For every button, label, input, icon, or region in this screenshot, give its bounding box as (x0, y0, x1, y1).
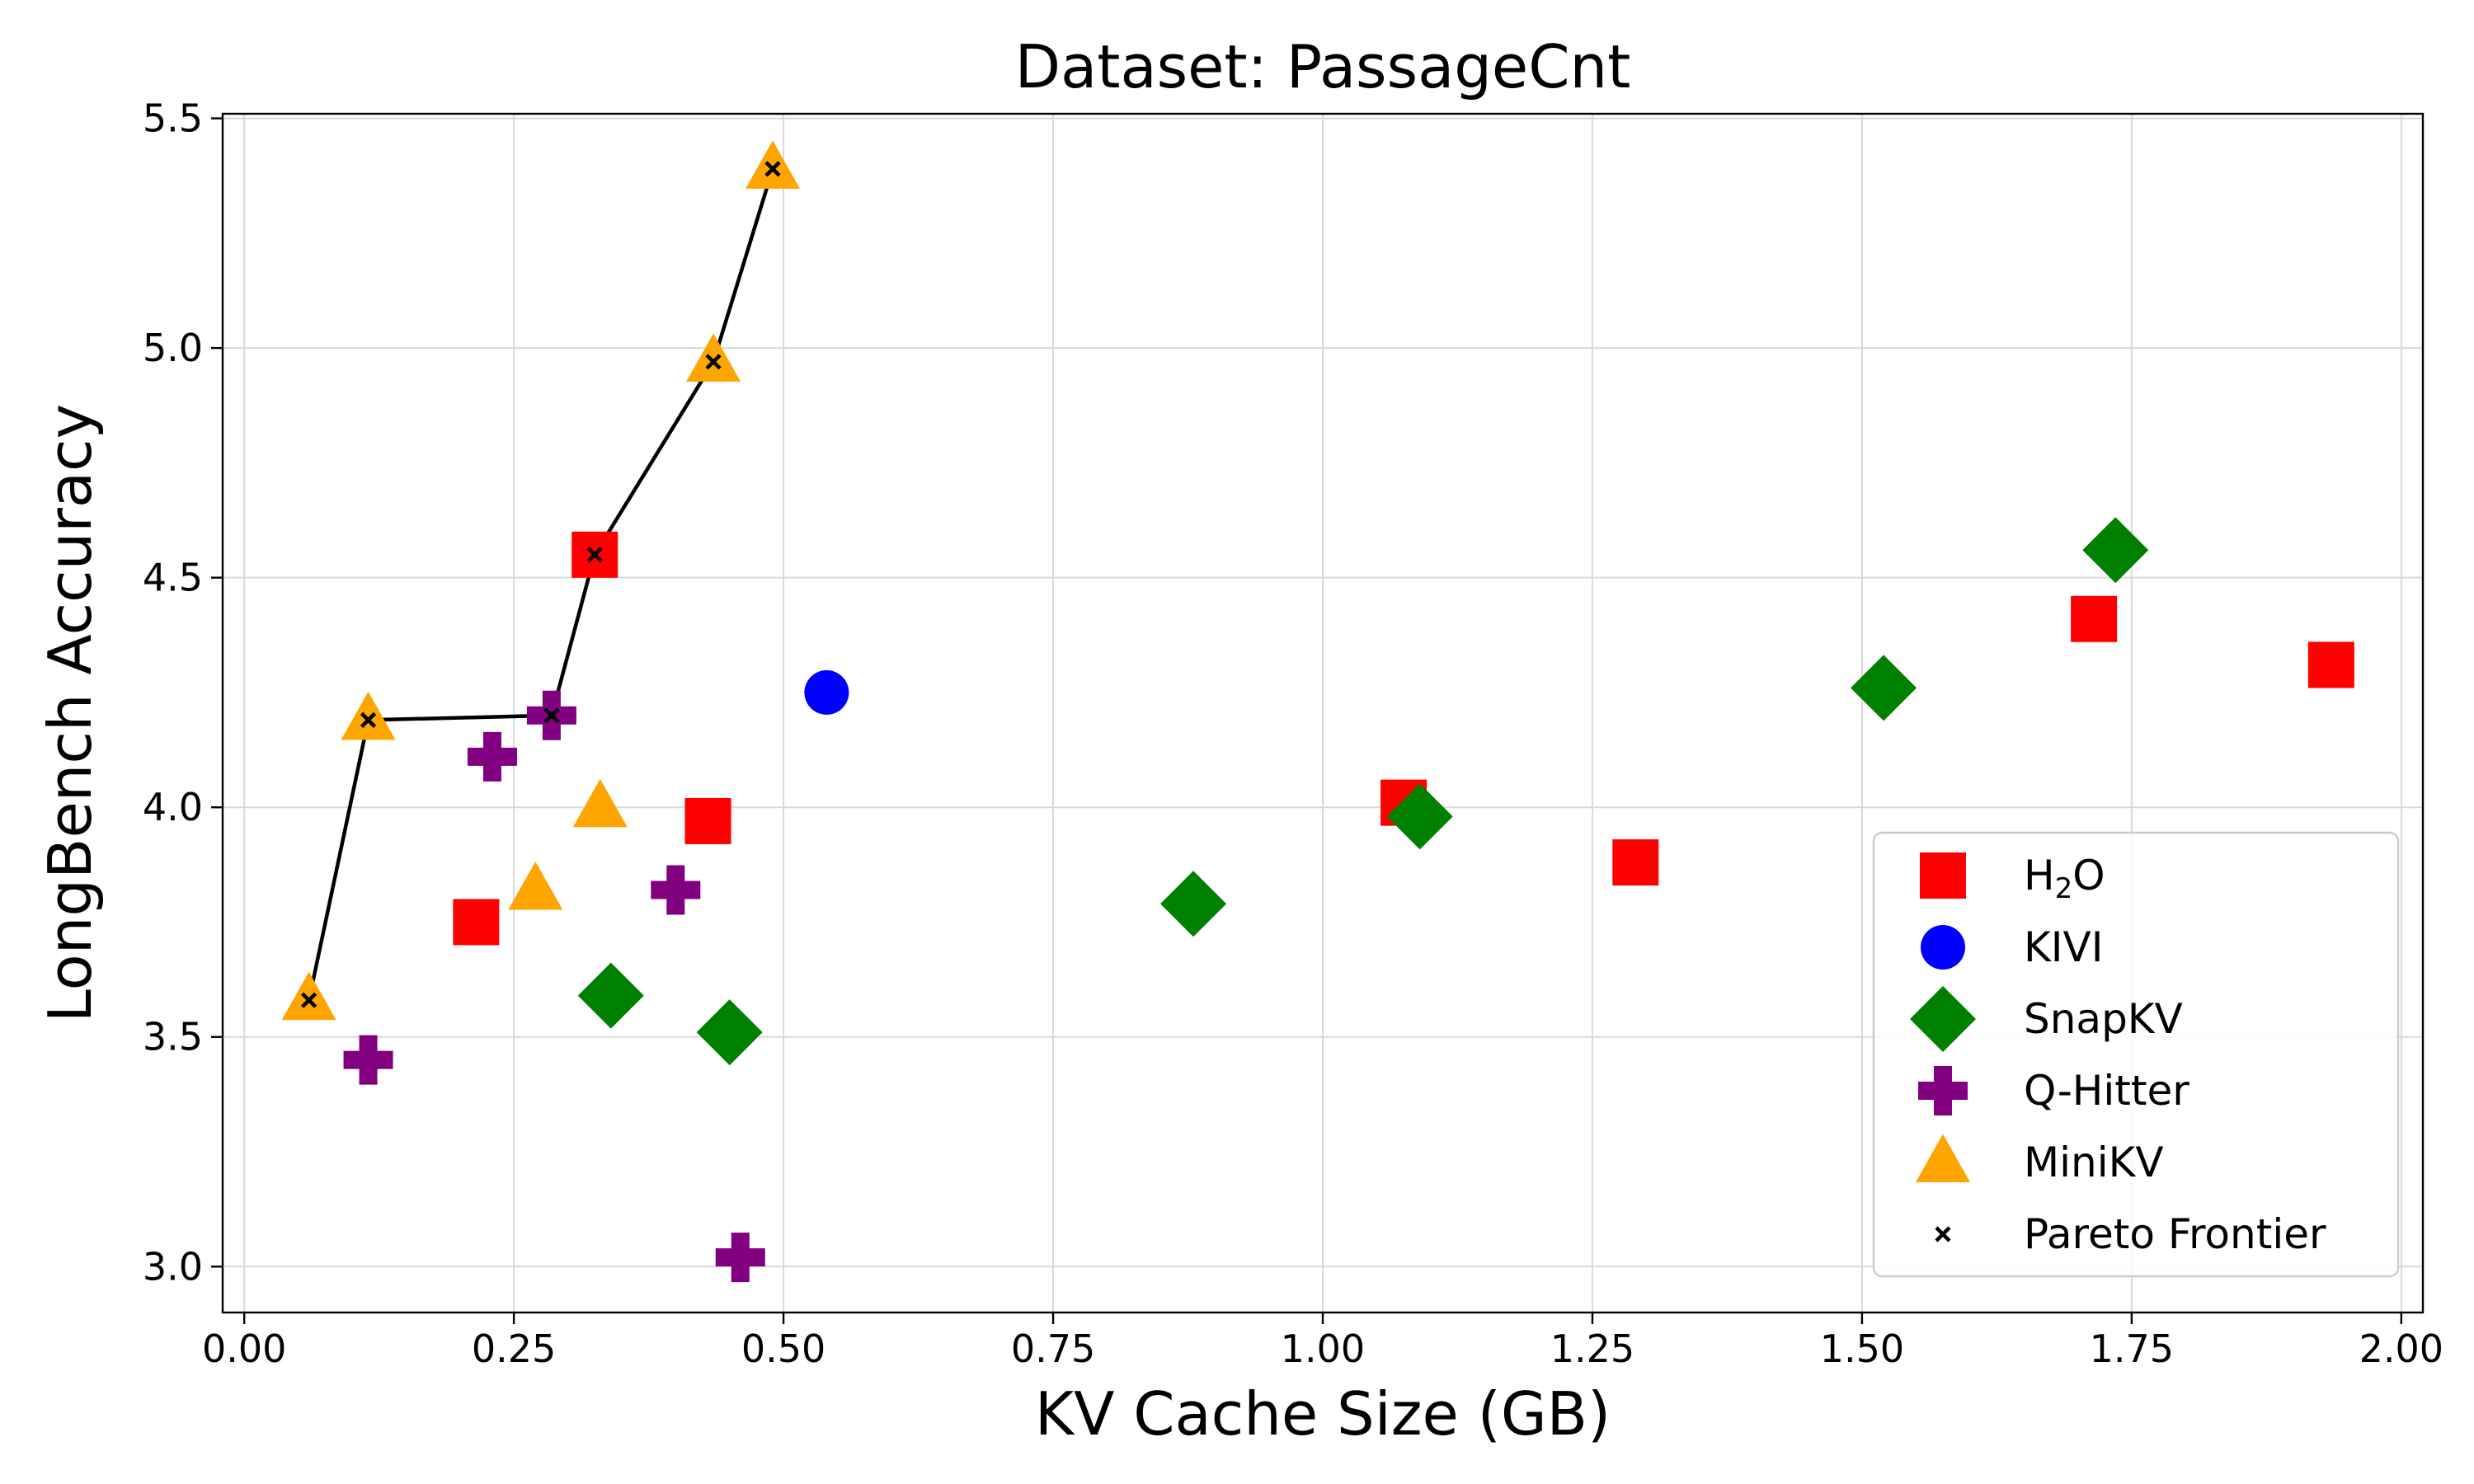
minikv-point (572, 778, 628, 828)
minikv-point (281, 971, 336, 1021)
pareto-frontier-point (543, 707, 560, 724)
minikv-point (745, 140, 800, 189)
h2o-point (1612, 839, 1659, 886)
pareto-frontier-point (705, 354, 722, 370)
legend-h2o-label: H2O (2024, 852, 2105, 905)
snapkv-point (696, 999, 763, 1066)
snapkv-point (2082, 517, 2149, 584)
legend-h2o-marker (1920, 852, 1966, 899)
pareto-frontier-point (360, 711, 377, 728)
legend-minikv-label: MiniKV (2024, 1139, 2164, 1186)
axis-layer: 0.00 0.25 0.50 0.75 1.00 1.25 1.50 1.75 2.00 3.0 3… (143, 96, 2443, 1371)
chart-title: Dataset: PassageCnt (1015, 32, 1631, 101)
q-hitter-point (715, 1233, 765, 1283)
h2o-point (2071, 595, 2118, 642)
x-tick-label: 0.00 (202, 1327, 286, 1371)
x-tick-label: 1.75 (2090, 1327, 2174, 1371)
legend: H2O KIVI SnapKV Q-Hitter MiniKV Pareto Fronti… (1872, 831, 2400, 1278)
h2o-point (453, 899, 500, 946)
x-tick-label: 0.75 (1011, 1327, 1095, 1371)
pareto-marker-layer (301, 161, 781, 1008)
pareto-frontier-point (301, 992, 317, 1008)
snapkv-point (1386, 783, 1453, 850)
h2o-point (2307, 641, 2354, 688)
y-axis-label: LongBench Accuracy (35, 404, 105, 1022)
q-hitter-point (651, 865, 701, 915)
snapkv-point (1851, 655, 1917, 721)
legend-snapkv-label: SnapKV (2024, 995, 2183, 1043)
kivi-point (804, 669, 849, 715)
legend-q-hitter-label: Q-Hitter (2024, 1067, 2189, 1115)
legend-minikv-marker (1916, 1134, 1970, 1182)
pareto-frontier-layer (307, 168, 775, 1001)
legend-snapkv-marker (1910, 986, 1976, 1052)
x-tick-label: 2.00 (2359, 1327, 2443, 1371)
minikv-point (686, 333, 741, 382)
x-tick-label: 0.25 (472, 1327, 556, 1371)
x-tick-label: 1.25 (1550, 1327, 1634, 1371)
series-minikv (281, 140, 800, 1021)
legend-box (1872, 831, 2400, 1278)
x-axis-label: KV Cache Size (GB) (1035, 1379, 1611, 1449)
y-tick-label: 4.5 (143, 556, 203, 600)
legend-kivi-label: KIVI (2024, 923, 2103, 971)
legend-pareto-frontier-marker (1935, 1226, 1951, 1242)
h2o-point (684, 797, 731, 844)
legend-q-hitter-marker (1918, 1066, 1968, 1115)
series-snapkv (577, 517, 2149, 1066)
y-tick-label: 5.0 (143, 326, 203, 370)
minikv-point (508, 861, 563, 910)
x-tick-label: 1.50 (1820, 1327, 1904, 1371)
snapkv-point (1160, 871, 1227, 937)
y-tick-label: 3.5 (143, 1015, 203, 1059)
snapkv-point (577, 962, 644, 1029)
pareto-frontier-line (307, 168, 775, 1001)
y-tick-label: 3.0 (143, 1244, 203, 1289)
x-tick-label: 0.50 (741, 1327, 825, 1371)
pareto-frontier-point (764, 161, 781, 177)
legend-pareto-frontier-label: Pareto Frontier (2024, 1210, 2326, 1258)
pareto-frontier-point (586, 547, 603, 563)
y-tick-label: 5.5 (143, 96, 203, 141)
q-hitter-point (343, 1035, 393, 1085)
y-tick-label: 4.0 (143, 785, 203, 829)
points-layer (281, 140, 2354, 1283)
x-tick-label: 1.00 (1281, 1327, 1365, 1371)
legend-kivi-marker (1921, 925, 1965, 970)
series-kivi (804, 669, 849, 715)
minikv-point (341, 691, 396, 740)
q-hitter-point (467, 731, 517, 782)
